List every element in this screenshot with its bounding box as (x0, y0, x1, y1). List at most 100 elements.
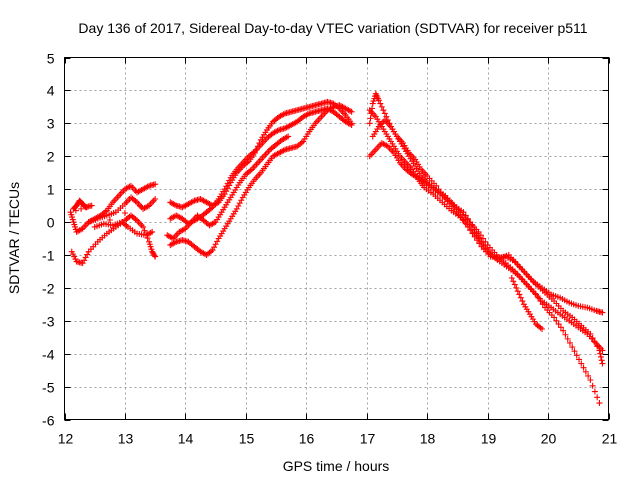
data-point-marker (594, 343, 601, 350)
x-tick-label: 18 (420, 431, 436, 447)
series-track-j (366, 107, 606, 316)
y-tick-label: -4 (42, 347, 55, 363)
data-point-marker (476, 240, 483, 247)
data-point-marker (464, 223, 471, 230)
data-point-marker (467, 227, 474, 234)
data-point-marker (587, 377, 594, 384)
data-point-marker (580, 364, 587, 371)
data-point-marker (137, 203, 144, 210)
y-tick-label: 5 (47, 51, 55, 67)
data-point-marker (557, 324, 564, 331)
plot-frame (64, 57, 609, 420)
series-track-f (167, 105, 355, 227)
data-point-marker (238, 197, 245, 204)
data-point-marker (553, 317, 560, 324)
data-point-marker (585, 372, 592, 379)
data-point-marker (594, 394, 601, 401)
data-point-marker (377, 100, 384, 107)
chart-title: Day 136 of 2017, Sidereal Day-to-day VTE… (78, 20, 587, 36)
series-track-d (167, 102, 355, 258)
data-point-marker (88, 202, 95, 209)
data-point-marker (380, 107, 387, 114)
data-point-marker (82, 254, 89, 261)
data-point-marker (348, 108, 355, 115)
data-point-marker (440, 192, 447, 199)
y-tick-label: -1 (42, 248, 55, 264)
data-point-marker (560, 327, 567, 334)
data-point-marker (437, 189, 444, 196)
x-tick-label: 14 (178, 431, 194, 447)
data-point-marker (555, 321, 562, 328)
data-point-marker (599, 360, 606, 367)
data-point-marker (510, 278, 517, 285)
x-tick-label: 12 (58, 431, 74, 447)
data-point-marker (152, 181, 159, 188)
data-point-marker (599, 309, 606, 316)
data-point-marker (474, 237, 481, 244)
data-point-marker (433, 182, 440, 189)
data-point-marker (471, 233, 478, 240)
x-tick-label: 20 (541, 431, 557, 447)
data-point-marker (551, 314, 558, 321)
data-point-marker (149, 228, 156, 235)
data-point-marker (573, 352, 580, 359)
data-point-marker (571, 348, 578, 355)
data-point-marker (587, 330, 594, 337)
y-tick-label: -6 (42, 413, 55, 429)
y-tick-label: 3 (47, 116, 55, 132)
data-point-marker (79, 260, 86, 267)
data-point-marker (121, 209, 128, 216)
series-track-b (67, 181, 159, 235)
grid-layer (64, 57, 609, 420)
data-point-marker (596, 400, 603, 407)
data-point-marker (235, 203, 242, 210)
data-point-marker (511, 281, 518, 288)
data-point-marker (236, 200, 243, 207)
data-point-marker (152, 253, 159, 260)
data-point-marker (348, 121, 355, 128)
data-point-marker (152, 196, 159, 203)
data-point-marker (151, 252, 158, 259)
marker-layer (67, 90, 606, 407)
data-point-marker (375, 97, 382, 104)
series-track-l (508, 274, 546, 332)
y-axis-label: SDTVAR / TECUs (6, 182, 22, 294)
data-point-marker (597, 350, 604, 357)
data-point-marker (106, 216, 113, 223)
data-point-marker (576, 356, 583, 363)
data-point-marker (519, 298, 526, 305)
series-track-a (68, 212, 159, 267)
data-point-marker (589, 335, 596, 342)
data-point-marker (72, 207, 79, 214)
data-point-marker (214, 238, 221, 245)
data-point-marker (562, 331, 569, 338)
data-point-marker (83, 204, 90, 211)
data-point-marker (78, 205, 85, 212)
data-point-marker (367, 115, 374, 122)
data-point-marker (435, 186, 442, 193)
data-point-marker (212, 241, 219, 248)
x-tick-label: 21 (602, 431, 618, 447)
data-point-marker (589, 382, 596, 389)
data-point-marker (598, 357, 605, 364)
data-point-marker (462, 220, 469, 227)
x-tick-label: 15 (239, 431, 255, 447)
data-point-marker (596, 347, 603, 354)
data-point-marker (464, 215, 471, 222)
data-point-marker (566, 339, 573, 346)
y-tick-label: -3 (42, 314, 55, 330)
data-point-marker (475, 228, 482, 235)
data-point-marker (597, 353, 604, 360)
x-tick-label: 16 (299, 431, 315, 447)
data-point-marker (578, 360, 585, 367)
x-tick-label: 19 (481, 431, 497, 447)
y-tick-label: -2 (42, 281, 55, 297)
data-point-marker (366, 120, 373, 127)
y-tick-label: 0 (47, 215, 55, 231)
data-point-marker (469, 230, 476, 237)
data-point-marker (517, 294, 524, 301)
series-track-e (167, 98, 355, 211)
data-point-marker (591, 388, 598, 395)
